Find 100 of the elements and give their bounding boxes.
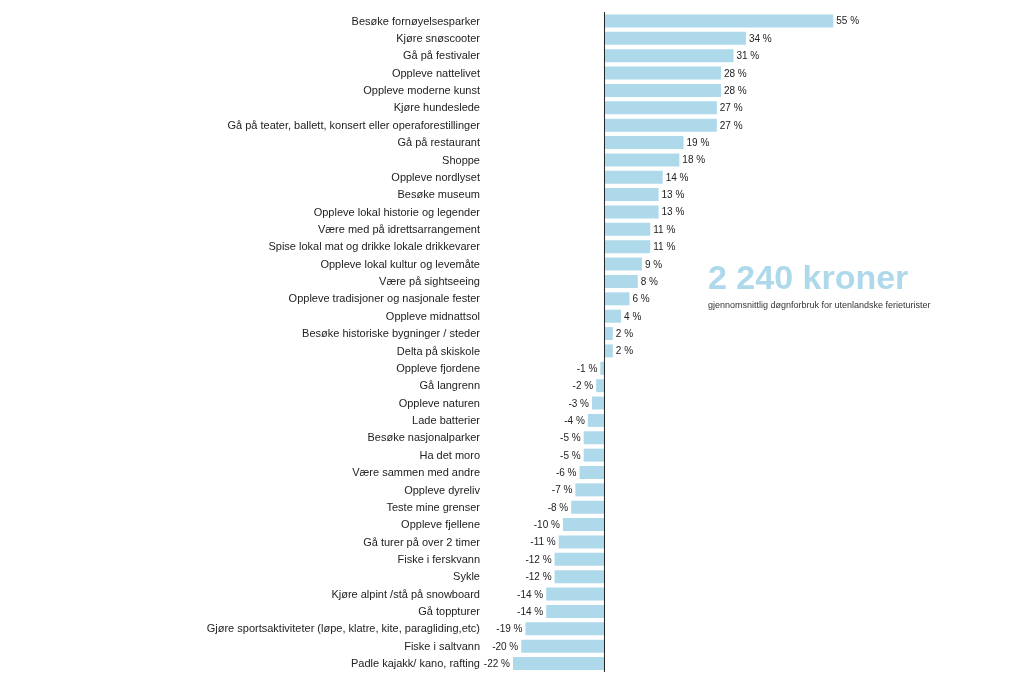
bar: [554, 552, 605, 566]
bar: [558, 535, 605, 549]
bar: [583, 431, 605, 445]
data-label: -6 %: [555, 467, 577, 479]
data-label: 28 %: [723, 67, 747, 79]
y-tick-label: Oppleve lokal historie og legender: [313, 205, 481, 218]
bar: [604, 14, 834, 28]
y-tick-label: Ha det moro: [419, 448, 480, 461]
bar: [512, 657, 605, 671]
bar: [604, 309, 622, 323]
y-tick-label: Besøke museum: [397, 188, 480, 201]
y-tick-label: Gå på festivaler: [402, 49, 481, 62]
data-label: -22 %: [483, 658, 511, 670]
data-label: 4 %: [624, 310, 642, 322]
y-tick-label: Besøke historiske bygninger / steder: [302, 327, 481, 340]
bar: [604, 136, 684, 150]
data-label: 2 %: [615, 345, 634, 357]
bar: [587, 413, 605, 427]
bar: [604, 222, 651, 236]
y-tick-label: Kjøre alpint /stå på snowboard: [331, 587, 480, 600]
data-label: 27 %: [719, 102, 743, 114]
data-label: -12 %: [525, 571, 552, 583]
data-label: -7 %: [551, 484, 573, 496]
data-label: 27 %: [719, 119, 743, 131]
data-label: 28 %: [723, 84, 747, 96]
y-tick-label: Oppleve nordlyset: [391, 170, 480, 183]
data-label: 11 %: [653, 241, 676, 253]
bar: [604, 344, 613, 358]
y-tick-label: Gå langrenn: [419, 379, 480, 392]
data-label: -5 %: [560, 449, 581, 461]
y-tick-label: Besøke fornøyelsesparker: [351, 14, 481, 27]
bar: [604, 327, 613, 341]
y-tick-label: Oppleve dyreliv: [404, 483, 481, 496]
bar: [604, 170, 663, 184]
data-label: -1 %: [576, 362, 598, 374]
y-tick-label: Oppleve midnattsol: [385, 309, 480, 322]
data-label: 31 %: [736, 50, 760, 62]
y-tick-label: Kjøre hundeslede: [393, 101, 480, 114]
data-label: -2 %: [572, 380, 594, 392]
bar: [600, 361, 605, 375]
bar: [562, 518, 605, 532]
y-tick-label: Shoppe: [442, 153, 480, 166]
bar: [575, 483, 605, 497]
bar: [604, 31, 746, 45]
data-label: -11 %: [530, 536, 556, 548]
y-tick-label: Kjøre snøscooter: [396, 31, 481, 44]
data-label: 13 %: [661, 206, 685, 218]
bar: [604, 240, 651, 254]
data-label: -3 %: [568, 397, 590, 409]
y-tick-label: Spise lokal mat og drikke lokale drikkevarer: [268, 240, 481, 253]
y-tick-label: Være sammen med andre: [352, 466, 480, 479]
y-tick-label: Oppleve nattelivet: [391, 66, 480, 79]
bar: [546, 587, 605, 601]
bar: [579, 466, 605, 480]
y-tick-label: Lade batterier: [412, 414, 481, 427]
data-label: 9 %: [644, 258, 663, 270]
y-tick-label: Gå på restaurant: [397, 136, 480, 149]
bar: [604, 257, 642, 271]
bar: [604, 101, 717, 115]
data-label: 55 %: [836, 15, 860, 27]
y-tick-label: Sykle: [453, 570, 480, 583]
data-label: -14 %: [517, 588, 544, 600]
bar: [521, 639, 605, 653]
y-tick-label: Være på sightseeing: [379, 275, 480, 288]
data-label: 11 %: [653, 223, 676, 235]
bar: [604, 153, 680, 167]
y-tick-label: Oppleve fjellene: [401, 518, 480, 531]
y-tick-label: Gjøre sportsaktiviteter (løpe, klatre, kite, paragliding,etc): [206, 622, 480, 635]
y-tick-label: Gå på teater, ballett, konsert eller operaforestillinger: [227, 118, 481, 131]
data-label: -8 %: [547, 501, 569, 513]
bar: [604, 83, 721, 97]
y-tick-label: Fiske i ferskvann: [397, 553, 480, 566]
bar: [525, 622, 605, 636]
bar: [546, 604, 605, 618]
y-tick-label: Oppleve naturen: [398, 396, 480, 409]
data-label: -10 %: [533, 519, 560, 531]
y-tick-label: Være med på idrettsarrangement: [317, 223, 480, 236]
bar: [554, 570, 605, 584]
data-label: -4 %: [564, 414, 585, 426]
bar: [583, 448, 605, 462]
annotation: 2 240 kroner: [708, 258, 909, 297]
bar: [571, 500, 605, 514]
bar: [604, 188, 659, 202]
data-label: 14 %: [665, 171, 689, 183]
data-label: -20 %: [492, 640, 519, 652]
data-label: 6 %: [632, 293, 650, 305]
bar: [604, 118, 717, 132]
y-tick-label: Besøke nasjonalparker: [367, 431, 481, 444]
data-label: 18 %: [682, 154, 706, 166]
data-label: -19 %: [496, 623, 523, 635]
y-tick-label: Gå turer på over 2 timer: [363, 535, 481, 548]
bar: [596, 379, 605, 393]
y-tick-label: Oppleve lokal kultur og levemåte: [320, 257, 480, 270]
y-tick-label: Gå toppturer: [418, 605, 481, 618]
y-tick-label: Teste mine grenser: [386, 500, 481, 513]
y-tick-label: Oppleve tradisjoner og nasjonale fester: [288, 292, 481, 305]
data-label: 19 %: [686, 137, 710, 149]
bar: [604, 274, 638, 288]
data-label: -14 %: [517, 605, 544, 617]
data-label: 2 %: [615, 328, 634, 340]
